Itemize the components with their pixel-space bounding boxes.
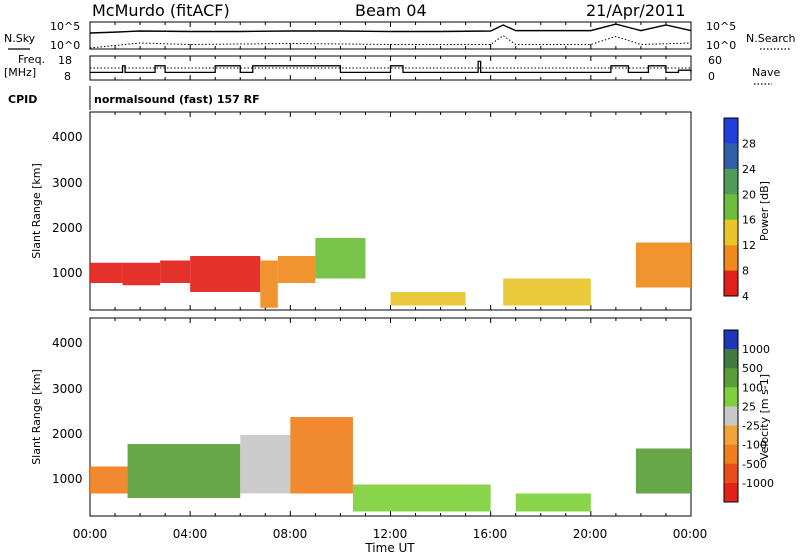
xtick-0000: 00:00 xyxy=(73,527,108,541)
power-colorbar-swatch xyxy=(724,245,738,272)
freq-label-line1: Freq. xyxy=(18,53,45,66)
power-colorbar-tick: 24 xyxy=(742,163,756,176)
velocity-colorbar-tick: 100 xyxy=(742,381,763,394)
power-colorbar-tick: 4 xyxy=(742,290,749,303)
power-heatmap xyxy=(89,112,692,310)
nsearch-tick-high: 10^5 xyxy=(706,20,736,33)
xtick-2000: 20:00 xyxy=(573,527,608,541)
beam-title: Beam 04 xyxy=(355,1,427,20)
nsky-line xyxy=(89,23,692,34)
power-colorbar-tick: 20 xyxy=(742,188,756,201)
echo-region xyxy=(240,435,291,494)
freq-series-group xyxy=(89,56,692,80)
velocity-colorbar-swatch xyxy=(724,349,738,369)
xtick-0400: 04:00 xyxy=(173,527,208,541)
power-colorbar-tick: 16 xyxy=(742,214,756,227)
velocity-colorbar-label: Velocity [m s-1] xyxy=(758,374,771,460)
xtick-1200: 12:00 xyxy=(373,527,408,541)
velocity-colorbar-tick: 500 xyxy=(742,362,763,375)
power-colorbar-swatch xyxy=(724,143,738,170)
velocity-colorbar-swatch xyxy=(724,330,738,350)
echo-region xyxy=(290,417,353,494)
velocity-colorbar-tick: -1000 xyxy=(742,477,774,490)
echo-region xyxy=(160,260,191,283)
nsky-series-group xyxy=(89,22,692,49)
velocity-colorbar-tick: -25 xyxy=(742,420,760,433)
echo-region xyxy=(122,262,161,286)
station-title: McMurdo (fitACF) xyxy=(92,1,230,20)
echo-region xyxy=(390,292,466,306)
velocity-ytick-3000: 3000 xyxy=(52,382,83,396)
echo-region xyxy=(190,256,261,292)
date-title: 21/Apr/2011 xyxy=(586,1,686,20)
velocity-colorbar-swatch xyxy=(724,444,738,465)
velocity-heatmap xyxy=(89,318,692,516)
echo-region xyxy=(260,260,278,308)
power-colorbar: 28 24 20 16 12 8 4 xyxy=(723,117,756,303)
power-ytick-3000: 3000 xyxy=(52,176,83,190)
nsearch-line xyxy=(89,35,692,49)
echo-region xyxy=(90,262,123,283)
velocity-ytick-4000: 4000 xyxy=(52,336,83,350)
power-colorbar-tick: 28 xyxy=(742,137,756,150)
power-colorbar-swatch xyxy=(724,270,738,297)
cpid-text: normalsound (fast) 157 RF xyxy=(94,93,260,106)
velocity-colorbar-swatch xyxy=(724,368,738,388)
velocity-ylabel: Slant Range [km] xyxy=(30,369,43,465)
power-ylabel: Slant Range [km] xyxy=(30,163,43,259)
echo-region xyxy=(635,448,691,494)
echo-region xyxy=(90,466,128,494)
power-ytick-4000: 4000 xyxy=(52,130,83,144)
echo-region xyxy=(277,256,316,283)
velocity-colorbar-swatch xyxy=(724,463,738,484)
echo-region xyxy=(315,238,366,279)
nsky-tick-high: 10^5 xyxy=(50,20,80,33)
power-colorbar-swatch xyxy=(724,168,738,195)
velocity-ytick-1000: 1000 xyxy=(52,472,83,486)
nave-tick-low: 0 xyxy=(708,70,715,83)
velocity-colorbar: 1000 500 100 25 -25 -100 -500 -1000 xyxy=(723,329,774,503)
cpid-label: CPID xyxy=(8,93,37,106)
velocity-colorbar-tick: 25 xyxy=(742,400,756,413)
nave-tick-high: 60 xyxy=(708,54,722,67)
power-colorbar-swatch xyxy=(724,194,738,221)
freq-tick-high: 18 xyxy=(58,54,72,67)
freq-label-line2: [MHz] xyxy=(4,66,36,79)
power-colorbar-tick: 8 xyxy=(742,265,749,278)
velocity-ytick-2000: 2000 xyxy=(52,427,83,441)
xaxis-label: Time UT xyxy=(364,541,415,554)
echo-region xyxy=(127,444,241,498)
nsearch-tick-low: 10^0 xyxy=(706,39,736,52)
power-colorbar-frame xyxy=(723,117,739,297)
power-colorbar-swatch xyxy=(724,118,738,144)
velocity-colorbar-swatch xyxy=(724,387,738,407)
echo-region xyxy=(352,484,491,512)
velocity-colorbar-frame xyxy=(723,329,739,503)
velocity-colorbar-swatch xyxy=(724,425,738,446)
echo-region xyxy=(503,278,591,306)
velocity-colorbar-tick: -500 xyxy=(742,458,767,471)
velocity-colorbar-swatch xyxy=(724,406,738,427)
freq-tick-low: 8 xyxy=(64,70,71,83)
power-colorbar-swatch xyxy=(724,219,738,246)
power-colorbar-tick: 12 xyxy=(742,239,756,252)
velocity-colorbar-tick: 1000 xyxy=(742,343,770,356)
velocity-colorbar-swatch xyxy=(724,482,738,503)
xtick-1600: 16:00 xyxy=(473,527,508,541)
nsky-label: N.Sky xyxy=(4,32,36,45)
nsearch-label: N.Search xyxy=(746,32,796,45)
power-ytick-2000: 2000 xyxy=(52,221,83,235)
power-colorbar-label: Power [dB] xyxy=(758,181,771,241)
echo-region xyxy=(635,242,691,288)
echo-region xyxy=(515,493,591,512)
xtick-0800: 08:00 xyxy=(273,527,308,541)
velocity-colorbar-tick: -100 xyxy=(742,439,767,452)
nave-label: Nave xyxy=(752,66,780,79)
freq-line xyxy=(90,60,692,74)
power-ytick-1000: 1000 xyxy=(52,266,83,280)
xtick-2400: 00:00 xyxy=(673,527,708,541)
nsky-tick-low: 10^0 xyxy=(50,39,80,52)
